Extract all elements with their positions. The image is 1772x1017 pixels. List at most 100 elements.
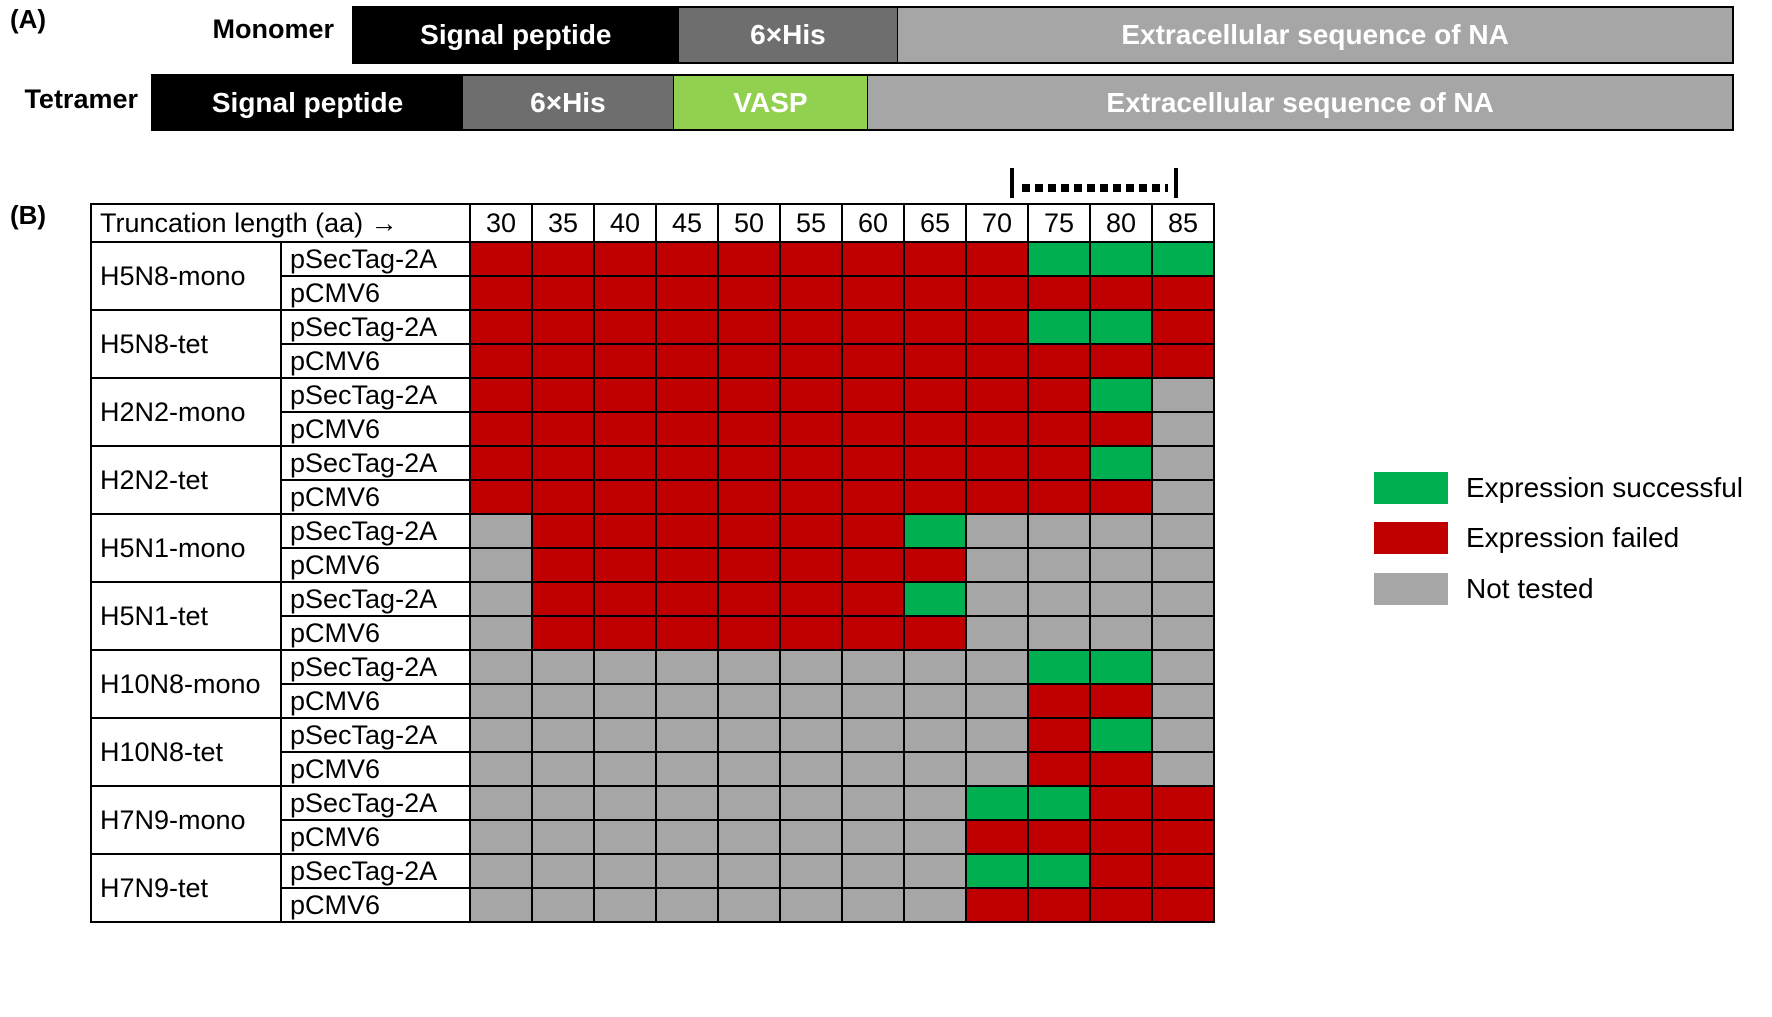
legend-swatch (1374, 472, 1448, 504)
status-cell (1027, 241, 1091, 277)
status-cell (1027, 411, 1091, 447)
status-cell (717, 853, 781, 889)
status-cell (841, 785, 905, 821)
status-cell (593, 649, 657, 685)
status-cell (655, 513, 719, 549)
construct-name: H5N8-mono (90, 241, 282, 311)
status-cell (903, 479, 967, 515)
vector-name: pCMV6 (280, 343, 471, 379)
truncation-length-80: 80 (1089, 203, 1153, 243)
table-row: pCMV6 (91, 615, 1215, 651)
status-cell (965, 343, 1029, 379)
status-cell (655, 819, 719, 855)
status-cell (531, 819, 595, 855)
status-cell (717, 309, 781, 345)
status-cell (1027, 275, 1091, 311)
vector-name: pSecTag-2A (280, 241, 471, 277)
table-row: pCMV6 (91, 275, 1215, 311)
status-cell (593, 785, 657, 821)
status-cell (841, 241, 905, 277)
status-cell (655, 343, 719, 379)
status-cell (1027, 853, 1091, 889)
status-cell (903, 717, 967, 753)
status-cell (841, 887, 905, 923)
status-cell (1089, 615, 1153, 651)
status-cell (717, 343, 781, 379)
status-cell (469, 785, 533, 821)
vector-name: pCMV6 (280, 751, 471, 787)
status-cell (1151, 581, 1215, 617)
status-cell (717, 241, 781, 277)
status-cell (593, 343, 657, 379)
table-row: pCMV6 (91, 479, 1215, 515)
vector-name: pCMV6 (280, 547, 471, 583)
construct-name: H7N9-mono (90, 785, 282, 855)
status-cell (903, 513, 967, 549)
status-cell (841, 615, 905, 651)
status-cell (593, 615, 657, 651)
status-cell (841, 819, 905, 855)
status-cell (1089, 275, 1153, 311)
vector-name: pSecTag-2A (280, 513, 471, 549)
status-cell (1089, 241, 1153, 277)
status-cell (841, 411, 905, 447)
vector-name: pCMV6 (280, 819, 471, 855)
status-cell (531, 241, 595, 277)
table-row: H5N8-tet pSecTag-2A (90, 309, 1215, 379)
status-cell (965, 479, 1029, 515)
status-cell (903, 615, 967, 651)
segment-signal: Signal peptide (354, 8, 679, 62)
status-cell (1089, 411, 1153, 447)
status-cell (469, 615, 533, 651)
status-cell (841, 547, 905, 583)
status-cell (903, 241, 967, 277)
status-cell (593, 853, 657, 889)
status-cell (655, 887, 719, 923)
status-cell (655, 445, 719, 481)
status-cell (1089, 819, 1153, 855)
table-row: pCMV6 (91, 343, 1215, 379)
status-cell (593, 377, 657, 413)
status-cell (1027, 717, 1091, 753)
table-row: H5N8-mono pSecTag-2A (90, 241, 1215, 311)
status-cell (1089, 513, 1153, 549)
status-cell (779, 275, 843, 311)
status-cell (779, 377, 843, 413)
status-cell (531, 343, 595, 379)
header-row: Truncation length (aa) → 30 35 40 45 50 55 60 6… (90, 203, 1215, 243)
status-cell (469, 547, 533, 583)
status-cell (655, 649, 719, 685)
status-cell (841, 445, 905, 481)
status-cell (469, 377, 533, 413)
table-row: pCMV6 (91, 683, 1215, 719)
construct-name: H5N1-tet (90, 581, 282, 651)
table-row: H7N9-mono pSecTag-2A (90, 785, 1215, 855)
status-cell (965, 411, 1029, 447)
status-cell (965, 241, 1029, 277)
truncation-length-35: 35 (531, 203, 595, 243)
construct-name: H10N8-mono (90, 649, 282, 719)
status-cell (965, 887, 1029, 923)
status-cell (593, 309, 657, 345)
status-cell (1089, 785, 1153, 821)
status-cell (531, 445, 595, 481)
status-cell (779, 343, 843, 379)
status-cell (655, 751, 719, 787)
table-row: H5N1-mono pSecTag-2A (90, 513, 1215, 583)
status-cell (1027, 309, 1091, 345)
construct-name: H5N1-mono (90, 513, 282, 583)
status-cell (779, 479, 843, 515)
status-cell (655, 853, 719, 889)
status-cell (1027, 649, 1091, 685)
status-cell (593, 241, 657, 277)
status-cell (841, 309, 905, 345)
status-cell (531, 887, 595, 923)
status-cell (1151, 819, 1215, 855)
status-cell (469, 751, 533, 787)
status-cell (965, 785, 1029, 821)
segment-signal: Signal peptide (153, 76, 464, 129)
vector-name: pCMV6 (280, 615, 471, 651)
status-cell (903, 445, 967, 481)
status-cell (531, 411, 595, 447)
status-cell (965, 853, 1029, 889)
